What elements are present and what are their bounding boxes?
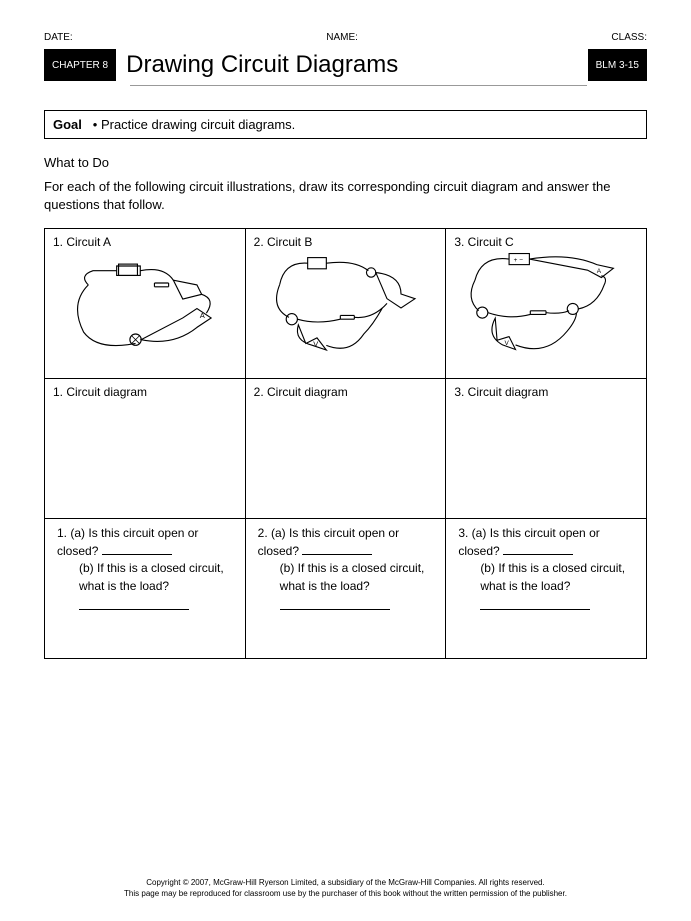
name-label: NAME: — [326, 32, 358, 43]
cell-diagram-1: 1. Circuit diagram — [45, 379, 246, 519]
blm-badge: BLM 3-15 — [588, 49, 647, 81]
diagram-1-label: 1. Circuit diagram — [53, 385, 237, 399]
goal-bullet: • — [93, 117, 98, 132]
header-row: DATE: NAME: CLASS: — [44, 32, 647, 43]
svg-text:A: A — [597, 268, 602, 275]
page-title: Drawing Circuit Diagrams — [116, 49, 588, 81]
svg-text:+ −: + − — [514, 257, 524, 264]
q3-num: 3. — [458, 526, 468, 540]
svg-text:V: V — [505, 340, 510, 347]
q1b-blank[interactable] — [79, 599, 189, 610]
q2-num: 2. — [258, 526, 268, 540]
illustration-row: 1. Circuit A A 2. Circuit B — [45, 229, 647, 379]
goal-text: Practice drawing circuit diagrams. — [101, 117, 295, 132]
cell-diagram-2: 2. Circuit diagram — [245, 379, 446, 519]
cell-q3: 3. (a) Is this circuit open or closed? (… — [446, 519, 647, 659]
diagram-row: 1. Circuit diagram 2. Circuit diagram 3.… — [45, 379, 647, 519]
diagram-3-label: 3. Circuit diagram — [454, 385, 638, 399]
circuit-b-illustration: V — [254, 253, 438, 363]
class-label: CLASS: — [611, 32, 647, 43]
question-row: 1. (a) Is this circuit open or closed? (… — [45, 519, 647, 659]
q2a-label: (a) — [271, 526, 286, 540]
q3a-blank[interactable] — [503, 544, 573, 555]
cell-diagram-3: 3. Circuit diagram — [446, 379, 647, 519]
cell-circuit-c: 3. Circuit C + − A V — [446, 229, 647, 379]
q3b-blank[interactable] — [480, 599, 590, 610]
svg-text:A: A — [200, 311, 206, 320]
diagram-2-label: 2. Circuit diagram — [254, 385, 438, 399]
circuit-a-label: 1. Circuit A — [53, 235, 237, 249]
circuit-c-illustration: + − A V — [454, 253, 638, 363]
svg-text:V: V — [314, 340, 319, 349]
date-label: DATE: — [44, 32, 73, 43]
circuit-b-label: 2. Circuit B — [254, 235, 438, 249]
q2b-label: (b) — [280, 561, 295, 575]
worksheet-grid: 1. Circuit A A 2. Circuit B — [44, 228, 647, 659]
q3b-text: If this is a closed circuit, what is the… — [480, 561, 625, 592]
cell-circuit-a: 1. Circuit A A — [45, 229, 246, 379]
circuit-c-label: 3. Circuit C — [454, 235, 638, 249]
title-underline — [130, 85, 587, 86]
q3b-label: (b) — [480, 561, 495, 575]
q1a-blank[interactable] — [102, 544, 172, 555]
footer: Copyright © 2007, McGraw-Hill Ryerson Li… — [44, 878, 647, 899]
goal-box: Goal • Practice drawing circuit diagrams… — [44, 110, 647, 139]
goal-label: Goal — [53, 117, 82, 132]
q1b-label: (b) — [79, 561, 94, 575]
title-row: CHAPTER 8 Drawing Circuit Diagrams BLM 3… — [44, 49, 647, 81]
q3a-label: (a) — [472, 526, 487, 540]
cell-q1: 1. (a) Is this circuit open or closed? (… — [45, 519, 246, 659]
chapter-badge: CHAPTER 8 — [44, 49, 116, 81]
footer-line1: Copyright © 2007, McGraw-Hill Ryerson Li… — [44, 878, 647, 888]
cell-circuit-b: 2. Circuit B V — [245, 229, 446, 379]
cell-q2: 2. (a) Is this circuit open or closed? (… — [245, 519, 446, 659]
q1-num: 1. — [57, 526, 67, 540]
instructions-text: For each of the following circuit illust… — [44, 178, 647, 214]
q2b-text: If this is a closed circuit, what is the… — [280, 561, 425, 592]
q1b-text: If this is a closed circuit, what is the… — [79, 561, 224, 592]
circuit-a-illustration: A — [53, 253, 237, 363]
what-to-do-heading: What to Do — [44, 155, 647, 170]
q2b-blank[interactable] — [280, 599, 390, 610]
footer-line2: This page may be reproduced for classroo… — [44, 889, 647, 899]
q2a-blank[interactable] — [302, 544, 372, 555]
q1a-label: (a) — [70, 526, 85, 540]
